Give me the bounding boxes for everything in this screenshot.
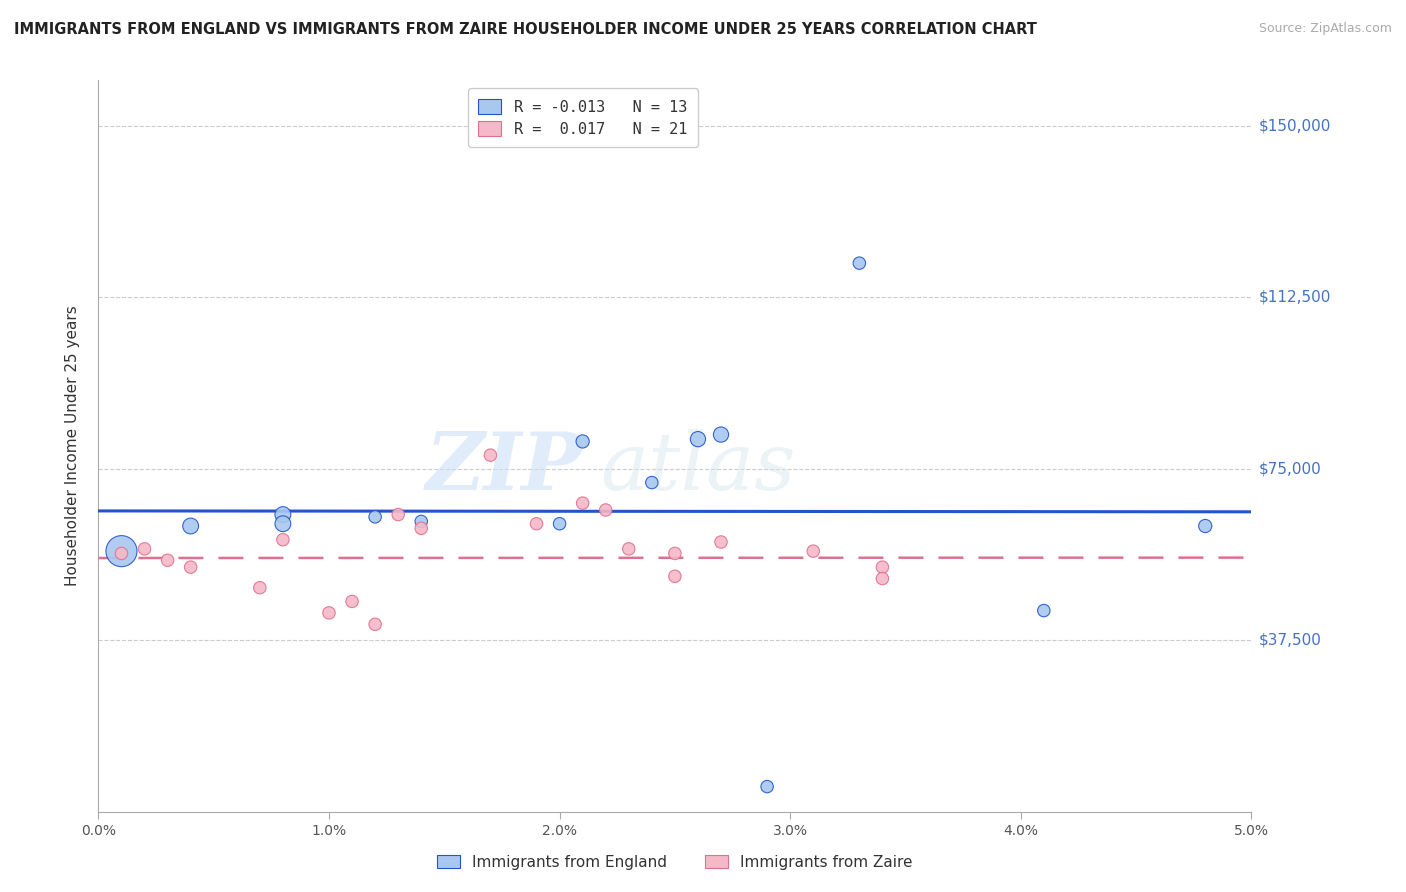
Point xyxy=(180,519,202,533)
Text: $37,500: $37,500 xyxy=(1258,632,1322,648)
Text: Source: ZipAtlas.com: Source: ZipAtlas.com xyxy=(1258,22,1392,36)
Point xyxy=(180,560,202,574)
Y-axis label: Householder Income Under 25 years: Householder Income Under 25 years xyxy=(65,306,80,586)
Point xyxy=(526,516,548,531)
Point xyxy=(318,606,340,620)
Point xyxy=(271,516,294,531)
Point xyxy=(872,560,894,574)
Point xyxy=(364,509,387,524)
Point xyxy=(548,516,571,531)
Point xyxy=(756,780,779,794)
Legend: Immigrants from England, Immigrants from Zaire: Immigrants from England, Immigrants from… xyxy=(429,847,921,877)
Text: ZIP: ZIP xyxy=(426,429,582,507)
Point xyxy=(710,427,733,442)
Point xyxy=(571,434,593,449)
Text: IMMIGRANTS FROM ENGLAND VS IMMIGRANTS FROM ZAIRE HOUSEHOLDER INCOME UNDER 25 YEA: IMMIGRANTS FROM ENGLAND VS IMMIGRANTS FR… xyxy=(14,22,1038,37)
Point xyxy=(156,553,179,567)
Point xyxy=(801,544,824,558)
Text: $150,000: $150,000 xyxy=(1258,119,1330,134)
Text: $75,000: $75,000 xyxy=(1258,461,1322,476)
Point xyxy=(249,581,271,595)
Point xyxy=(387,508,409,522)
Point xyxy=(271,508,294,522)
Point xyxy=(110,544,132,558)
Point xyxy=(134,541,156,556)
Point xyxy=(340,594,363,608)
Point xyxy=(848,256,870,270)
Point xyxy=(411,515,433,529)
Point xyxy=(641,475,664,490)
Point xyxy=(271,533,294,547)
Point xyxy=(664,546,686,560)
Point xyxy=(110,546,132,560)
Point xyxy=(1194,519,1216,533)
Text: $112,500: $112,500 xyxy=(1258,290,1330,305)
Point xyxy=(617,541,640,556)
Text: atlas: atlas xyxy=(600,429,796,507)
Point xyxy=(1032,603,1054,617)
Point xyxy=(710,535,733,549)
Point xyxy=(571,496,593,510)
Point xyxy=(872,572,894,586)
Point xyxy=(411,521,433,535)
Point xyxy=(595,503,617,517)
Point xyxy=(664,569,686,583)
Point xyxy=(364,617,387,632)
Point xyxy=(686,432,709,446)
Point xyxy=(479,448,502,462)
